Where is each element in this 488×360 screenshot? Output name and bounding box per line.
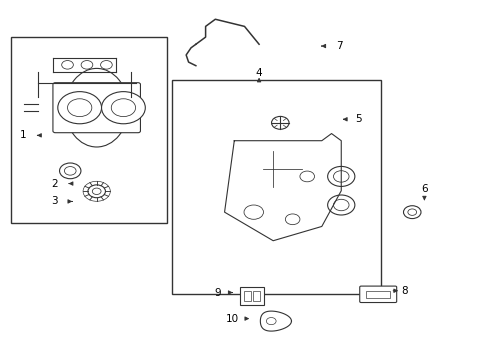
Circle shape [64,167,76,175]
Text: 9: 9 [214,288,221,297]
Circle shape [271,116,288,129]
Circle shape [88,185,105,198]
Text: 3: 3 [51,197,58,206]
Circle shape [67,99,92,117]
Bar [171,80,380,294]
Ellipse shape [65,68,128,147]
Text: 5: 5 [355,114,361,124]
Bar [244,291,250,301]
Circle shape [327,166,354,186]
Circle shape [333,199,348,211]
Circle shape [407,209,416,215]
Circle shape [61,60,73,69]
Text: 7: 7 [335,41,342,51]
Bar [366,291,389,298]
Circle shape [92,188,101,194]
FancyBboxPatch shape [53,83,140,133]
Bar [253,291,259,301]
Circle shape [81,60,93,69]
Circle shape [102,92,145,124]
FancyBboxPatch shape [359,286,396,302]
Text: 2: 2 [51,179,58,189]
Circle shape [111,99,135,117]
Circle shape [266,318,276,325]
Circle shape [299,171,314,182]
Bar [239,287,264,305]
Circle shape [101,60,112,69]
Text: 4: 4 [255,68,262,78]
Circle shape [58,92,102,124]
Text: 10: 10 [225,314,239,324]
Text: 8: 8 [401,286,407,296]
Circle shape [333,171,348,182]
Circle shape [285,214,299,225]
Circle shape [60,163,81,179]
Text: 6: 6 [420,184,427,194]
Text: 1: 1 [20,130,26,140]
Bar [11,37,166,223]
Circle shape [244,205,263,219]
Circle shape [327,195,354,215]
Circle shape [403,206,420,219]
